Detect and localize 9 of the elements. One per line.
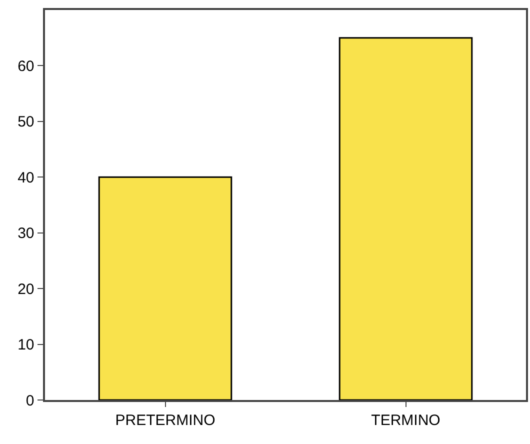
y-tick-label: 30 (18, 225, 34, 242)
y-tick-label: 60 (18, 58, 34, 75)
y-tick-label: 20 (18, 280, 34, 298)
y-tick-label: 50 (18, 114, 34, 131)
y-tick-label: 40 (18, 169, 34, 186)
x-tick-label: PRETERMINO (115, 412, 216, 429)
x-tick-label: TERMINO (371, 412, 440, 429)
y-tick-label: 0 (26, 392, 34, 410)
y-tick-label: 10 (18, 336, 34, 354)
